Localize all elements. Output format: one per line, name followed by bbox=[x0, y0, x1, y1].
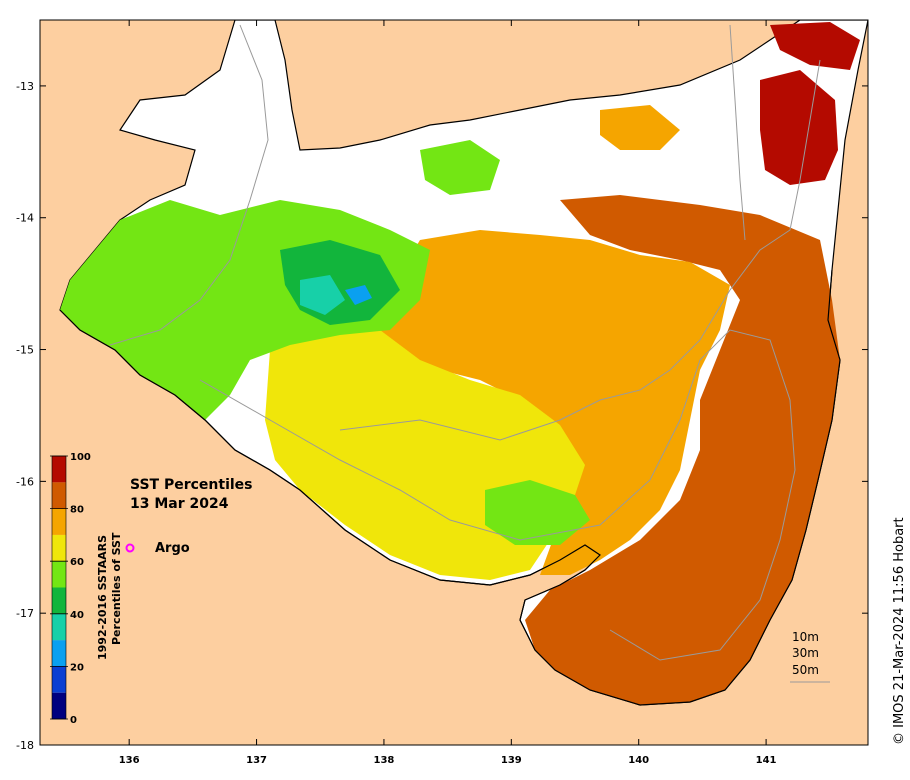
longitude-axis: 136 137 138 139 140 141 bbox=[119, 20, 777, 766]
sst-field-blue-patch bbox=[345, 285, 372, 305]
x-tick-label: 137 bbox=[246, 755, 267, 766]
x-tick-label: 139 bbox=[501, 755, 522, 766]
y-tick-label: -18 bbox=[16, 739, 34, 752]
argo-legend-marker bbox=[125, 543, 135, 553]
depth-label-30m: 30m bbox=[792, 646, 819, 660]
colorbar-tick-label: 40 bbox=[70, 610, 84, 621]
sst-field-teal-patch bbox=[300, 275, 345, 315]
isobath-east bbox=[729, 24, 746, 241]
colorbar: 0 20 40 60 80 100 bbox=[50, 452, 91, 726]
colorbar-segment bbox=[52, 692, 66, 719]
colorbar-segment bbox=[52, 456, 66, 483]
sst-field-orange-north bbox=[600, 105, 680, 150]
sst-field-green-patch bbox=[485, 480, 590, 545]
y-tick-label: -14 bbox=[16, 212, 34, 225]
sst-field-dark-red-ne bbox=[760, 70, 838, 185]
isobath-50m bbox=[339, 59, 821, 441]
isobath-10m bbox=[109, 24, 269, 346]
latitude-axis: -13 -14 -15 -16 -17 -18 bbox=[16, 80, 868, 752]
x-tick-label: 138 bbox=[374, 755, 395, 766]
y-tick-label: -15 bbox=[16, 344, 34, 357]
colorbar-tick-label: 0 bbox=[70, 715, 77, 726]
plot-border bbox=[39, 19, 869, 746]
colorbar-segment bbox=[52, 613, 66, 641]
colorbar-segment bbox=[52, 587, 66, 614]
colorbar-tick-label: 60 bbox=[70, 557, 84, 568]
y-tick-label: -13 bbox=[16, 80, 34, 93]
colorbar-tick-label: 20 bbox=[70, 662, 84, 673]
argo-legend-label: Argo bbox=[155, 541, 190, 556]
colorbar-segment bbox=[52, 482, 66, 509]
colorbar-segment bbox=[52, 666, 66, 693]
sst-field-dark-red-n bbox=[770, 22, 860, 70]
sst-field-orange bbox=[380, 230, 730, 575]
depth-label-50m: 50m bbox=[792, 663, 819, 677]
map-date: 13 Mar 2024 bbox=[130, 496, 229, 512]
isobath-30m bbox=[199, 329, 796, 661]
x-tick-label: 141 bbox=[756, 755, 777, 766]
depth-label-10m: 10m bbox=[792, 630, 819, 644]
colorbar-segment bbox=[52, 508, 66, 535]
sst-field-green-north bbox=[420, 140, 500, 195]
colorbar-segment bbox=[52, 561, 66, 588]
colorbar-segment bbox=[52, 640, 66, 667]
colorbar-tick-label: 80 bbox=[70, 505, 84, 516]
colorbar-tick-label: 100 bbox=[70, 452, 91, 463]
colorbar-title-line1: 1992-2016 SSTAARS bbox=[96, 534, 109, 660]
x-tick-label: 140 bbox=[628, 755, 649, 766]
sst-field-deep-orange bbox=[525, 195, 840, 705]
x-tick-label: 136 bbox=[119, 755, 140, 766]
colorbar-segment bbox=[52, 534, 66, 562]
y-tick-label: -16 bbox=[16, 475, 34, 488]
colorbar-title-line2: Percentiles of SST bbox=[110, 532, 123, 645]
y-tick-label: -17 bbox=[16, 607, 34, 620]
imos-credit: © IMOS 21-Mar-2024 11:56 Hobart bbox=[892, 517, 907, 745]
map-title: SST Percentiles bbox=[130, 477, 253, 493]
coastline-south bbox=[59, 269, 841, 706]
